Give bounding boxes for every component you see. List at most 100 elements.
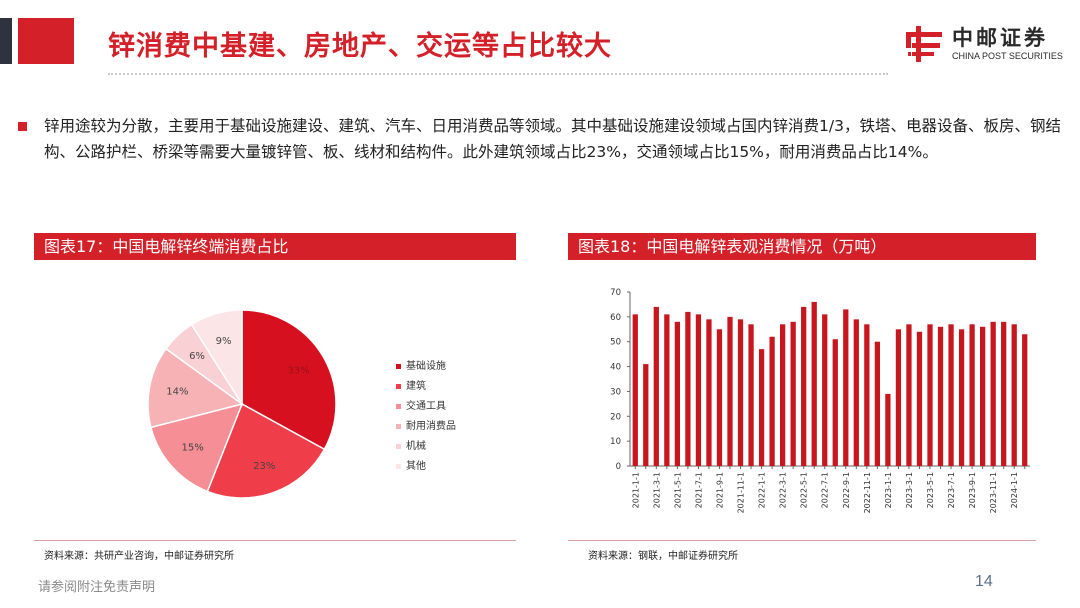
bar-2021-4-1 bbox=[664, 314, 670, 466]
pie-slice-2 bbox=[206, 402, 326, 499]
bar-2023-7-1 bbox=[948, 324, 954, 466]
bar-2022-9-1 bbox=[843, 309, 849, 466]
legend-item: 建筑 bbox=[396, 380, 456, 400]
bar-2021-5-1 bbox=[674, 321, 680, 466]
x-tick-label: 2021-3-1 bbox=[652, 472, 661, 508]
bar-2021-6-1 bbox=[685, 311, 691, 466]
pie-data-label: 33% bbox=[287, 366, 309, 377]
bar-2021-2-1 bbox=[643, 364, 649, 466]
logo-english-name: CHINA POST SECURITIES bbox=[952, 51, 1063, 61]
x-tick-label: 2023-11-1 bbox=[989, 472, 998, 513]
pie-slice-4 bbox=[147, 347, 244, 429]
bar-2023-4-1 bbox=[916, 331, 923, 466]
pie-slice-1 bbox=[241, 309, 337, 451]
bar-2021-7-1 bbox=[695, 314, 702, 466]
source-note-left: 资料来源：共研产业咨询，中邮证券研究所 bbox=[44, 551, 234, 562]
bar-chart: 0 10 20 30 40 50 60 70 2021-1-1 2021-3-1 2021-5-1 2… bbox=[610, 288, 1030, 513]
x-tick-label: 2022-5-1 bbox=[800, 472, 809, 508]
x-tick-label: 2023-5-1 bbox=[926, 472, 935, 508]
legend-item: 机械 bbox=[396, 440, 456, 460]
bar-2022-7-1 bbox=[822, 314, 828, 466]
pie-data-label: 9% bbox=[216, 336, 232, 347]
legend-swatch bbox=[396, 404, 401, 409]
legend-item: 交通工具 bbox=[396, 400, 456, 420]
bar-2022-2-1 bbox=[769, 336, 775, 466]
x-tick-label: 2022-7-1 bbox=[821, 472, 830, 508]
pie-data-label: 15% bbox=[181, 443, 203, 454]
pie-slice-3 bbox=[150, 402, 244, 493]
bar-2023-11-1 bbox=[990, 321, 996, 466]
x-tick-label: 2021-5-1 bbox=[673, 472, 682, 508]
legend-swatch bbox=[396, 464, 401, 469]
x-tick-label: 2022-11-1 bbox=[863, 472, 872, 513]
bar-2023-8-1 bbox=[958, 329, 965, 466]
y-tick-label: 40 bbox=[610, 363, 621, 373]
bar-2023-10-1 bbox=[980, 326, 986, 466]
y-tick-label: 60 bbox=[610, 313, 621, 323]
x-tick-label: 2023-9-1 bbox=[968, 472, 977, 508]
legend-label: 其他 bbox=[406, 461, 426, 472]
x-tick-label: 2023-7-1 bbox=[947, 472, 956, 508]
bar-2024-2-1 bbox=[1022, 334, 1028, 466]
source-divider-right bbox=[568, 540, 1036, 541]
x-tick-label: 2022-1-1 bbox=[758, 472, 767, 508]
legend-swatch bbox=[396, 424, 401, 429]
chart17-title: 图表17：中国电解锌终端消费占比 bbox=[34, 233, 516, 260]
legend-label: 交通工具 bbox=[406, 401, 446, 412]
bar-2022-3-1 bbox=[780, 324, 786, 466]
y-tick-label: 50 bbox=[610, 338, 621, 348]
pie-data-label: 14% bbox=[166, 387, 188, 398]
x-tick-label: 2024-1-1 bbox=[1010, 472, 1019, 508]
y-tick-label: 30 bbox=[610, 387, 621, 397]
intro-paragraph: 锌用途较为分散，主要用于基础设施建设、建筑、汽车、日用消费品等领域。其中基础设施… bbox=[44, 117, 1061, 161]
bar-2021-1-1 bbox=[632, 314, 638, 466]
pie-legend: 基础设施建筑 交通工具耐用消费品机械其他 bbox=[396, 360, 456, 480]
bar-2021-3-1 bbox=[653, 306, 659, 466]
bar-2022-11-1 bbox=[864, 324, 870, 466]
y-tick-label: 70 bbox=[610, 288, 621, 298]
page-title: 锌消费中基建、房地产、交运等占比较大 bbox=[108, 31, 612, 62]
x-tick-label: 2023-1-1 bbox=[884, 472, 893, 508]
bar-2021-11-1 bbox=[737, 319, 744, 466]
x-tick-label: 2021-9-1 bbox=[715, 472, 724, 508]
bar-2023-6-1 bbox=[937, 326, 944, 466]
chart18-title: 图表18：中国电解锌表观消费情况（万吨） bbox=[568, 233, 1036, 260]
bar-2022-1-1 bbox=[758, 349, 765, 466]
x-tick-label: 2021-7-1 bbox=[694, 472, 703, 508]
bar-2023-9-1 bbox=[969, 324, 975, 466]
source-divider-left bbox=[34, 540, 516, 541]
legend-label: 机械 bbox=[406, 441, 426, 452]
y-tick-label: 0 bbox=[616, 462, 621, 472]
y-tick-label: 20 bbox=[610, 412, 621, 422]
china-post-emblem-icon bbox=[906, 26, 942, 62]
legend-swatch bbox=[396, 444, 401, 449]
bar-2021-10-1 bbox=[727, 316, 733, 466]
x-tick-label: 2023-3-1 bbox=[905, 472, 914, 508]
bar-2022-6-1 bbox=[811, 301, 817, 466]
legend-swatch bbox=[396, 364, 401, 369]
company-logo: 中邮证券 CHINA POST SECURITIES bbox=[902, 20, 1072, 68]
disclaimer: 请参阅附注免责声明 bbox=[38, 580, 156, 595]
bullet-marker bbox=[18, 122, 27, 131]
bar-2021-12-1 bbox=[748, 324, 754, 466]
bar-2022-12-1 bbox=[874, 341, 880, 466]
header-accent-red bbox=[18, 18, 74, 64]
bar-2021-9-1 bbox=[716, 329, 723, 466]
legend-item: 其他 bbox=[396, 460, 456, 480]
logo-chinese-name: 中邮证券 bbox=[952, 26, 1048, 50]
x-tick-label: 2022-3-1 bbox=[779, 472, 788, 508]
bar-2023-12-1 bbox=[1001, 321, 1007, 466]
pie-slice-6 bbox=[190, 309, 243, 407]
x-tick-label: 2022-9-1 bbox=[842, 472, 851, 508]
pie-data-label: 6% bbox=[189, 351, 205, 362]
legend-label: 耐用消费品 bbox=[406, 421, 456, 432]
legend-label: 基础设施 bbox=[406, 361, 446, 372]
pie-data-label: 23% bbox=[253, 461, 275, 472]
legend-item: 耐用消费品 bbox=[396, 420, 456, 440]
pie-chart: 33% 23% 15% 14% 6% 9% bbox=[147, 309, 337, 499]
x-tick-label: 2021-11-1 bbox=[737, 472, 746, 513]
bar-2022-8-1 bbox=[832, 339, 838, 466]
bar-2023-2-1 bbox=[895, 329, 902, 466]
bar-2022-10-1 bbox=[853, 319, 859, 466]
header-accent-dark bbox=[0, 18, 12, 64]
